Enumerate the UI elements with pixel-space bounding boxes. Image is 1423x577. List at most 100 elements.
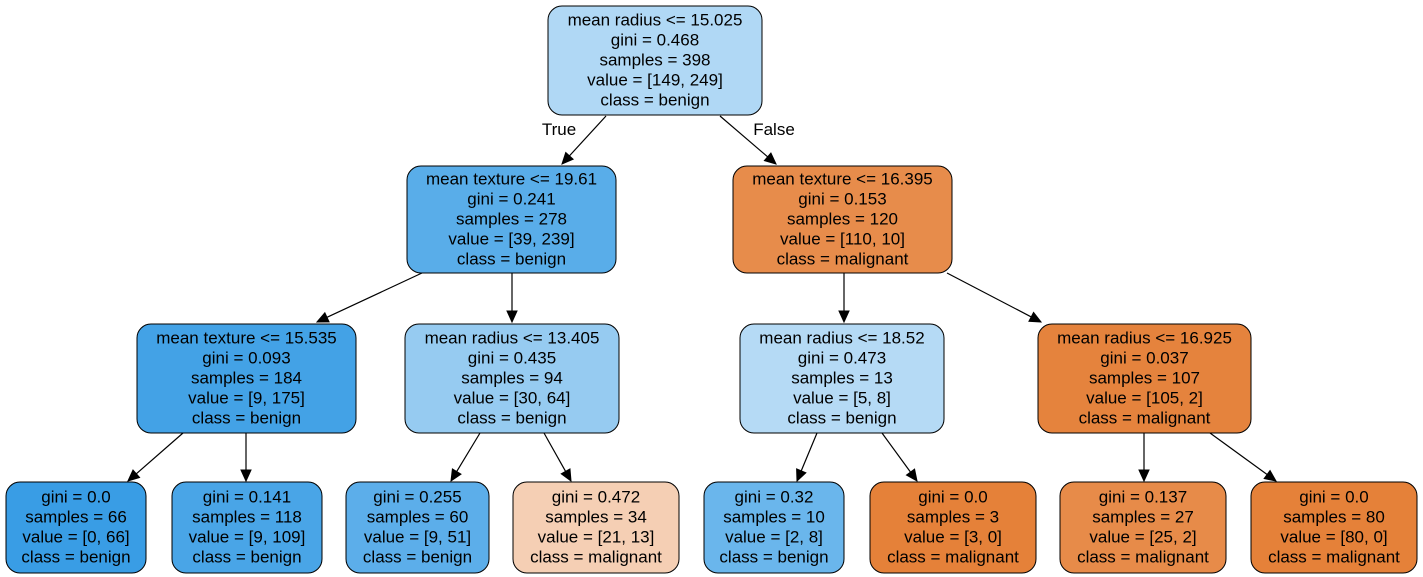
edge-n1-n4 bbox=[506, 273, 518, 324]
arrowhead-icon bbox=[506, 310, 518, 324]
edge-n1-n3 bbox=[315, 272, 423, 323]
node-text-line: class = benign bbox=[363, 548, 472, 567]
node-text-line: class = malignant bbox=[1079, 409, 1211, 428]
node-text-line: value = [9, 51] bbox=[364, 528, 471, 547]
node-text-line: class = benign bbox=[719, 548, 828, 567]
node-text-line: samples = 184 bbox=[191, 369, 302, 388]
node-text-line: samples = 10 bbox=[723, 508, 825, 527]
node-text-line: mean radius <= 16.925 bbox=[1057, 329, 1232, 348]
node-text-line: class = malignant bbox=[1077, 548, 1209, 567]
node-text-line: class = malignant bbox=[887, 548, 1019, 567]
edge-line bbox=[543, 432, 567, 472]
edge-n0-n2: False bbox=[719, 115, 795, 165]
node-text-line: gini = 0.093 bbox=[202, 349, 290, 368]
edge-label: False bbox=[753, 120, 795, 139]
arrowhead-icon bbox=[1028, 311, 1043, 323]
node-text-line: gini = 0.472 bbox=[552, 488, 640, 507]
node-box bbox=[732, 165, 953, 274]
arrowhead-icon bbox=[1263, 469, 1277, 482]
edge-n2-n6 bbox=[946, 272, 1043, 323]
node-text-line: value = [21, 13] bbox=[538, 528, 655, 547]
node-text-line: samples = 27 bbox=[1092, 508, 1194, 527]
node-text-line: samples = 80 bbox=[1283, 508, 1385, 527]
arrowhead-icon bbox=[127, 469, 141, 482]
node-text-line: mean radius <= 15.025 bbox=[568, 11, 743, 30]
node-text-line: value = [110, 10] bbox=[780, 230, 905, 249]
edge-line bbox=[326, 272, 423, 318]
edges-layer: True False bbox=[127, 115, 1277, 483]
node-text-line: class = benign bbox=[457, 409, 566, 428]
arrowhead-icon bbox=[315, 311, 330, 323]
node-text-line: gini = 0.32 bbox=[735, 488, 814, 507]
node-text-line: samples = 120 bbox=[787, 210, 898, 229]
edge-line bbox=[568, 115, 607, 157]
edge-line bbox=[456, 432, 481, 472]
node-text-line: gini = 0.0 bbox=[41, 488, 110, 507]
node-text-line: value = [9, 109] bbox=[189, 528, 306, 547]
node-text-line: value = [25, 2] bbox=[1089, 528, 1196, 547]
node-box bbox=[703, 481, 845, 574]
node-text-line: value = [5, 8] bbox=[793, 389, 891, 408]
node-box bbox=[869, 481, 1037, 574]
node-text-line: value = [0, 66] bbox=[22, 528, 129, 547]
node-box bbox=[1250, 481, 1418, 574]
node-text-line: gini = 0.0 bbox=[918, 488, 987, 507]
node-box bbox=[512, 481, 680, 574]
node-box bbox=[1037, 323, 1252, 434]
edge-n4-n10 bbox=[543, 432, 572, 483]
node-text-line: value = [80, 0] bbox=[1280, 528, 1387, 547]
node-text-line: gini = 0.468 bbox=[611, 31, 699, 50]
node-text-line: mean texture <= 16.395 bbox=[752, 170, 933, 189]
edge-n5-n12 bbox=[881, 432, 918, 482]
edge-n6-n14 bbox=[1209, 432, 1277, 482]
node-box bbox=[1059, 481, 1227, 574]
arrowhead-icon bbox=[905, 468, 918, 482]
arrowhead-icon bbox=[561, 151, 575, 165]
node-text-line: value = [39, 239] bbox=[448, 230, 574, 249]
node-text-line: value = [105, 2] bbox=[1086, 389, 1203, 408]
node-box bbox=[406, 165, 617, 274]
node-text-line: mean texture <= 19.61 bbox=[426, 170, 597, 189]
node-text-line: class = benign bbox=[787, 409, 896, 428]
edge-n0-n1: True bbox=[542, 115, 607, 165]
arrowhead-icon bbox=[240, 469, 252, 483]
edge-line bbox=[135, 432, 184, 475]
arrowhead-icon bbox=[838, 310, 850, 324]
edge-n3-n7 bbox=[127, 432, 184, 482]
node-text-line: samples = 94 bbox=[461, 369, 563, 388]
node-text-line: class = benign bbox=[192, 409, 301, 428]
node-text-line: value = [149, 249] bbox=[587, 71, 723, 90]
node-text-line: samples = 398 bbox=[599, 51, 710, 70]
edge-n2-n5 bbox=[838, 273, 850, 324]
node-box bbox=[345, 481, 490, 574]
node-text-line: samples = 13 bbox=[791, 369, 893, 388]
arrowhead-icon bbox=[450, 468, 462, 483]
node-text-line: gini = 0.241 bbox=[467, 190, 555, 209]
node-text-line: class = benign bbox=[600, 91, 709, 110]
edge-line bbox=[800, 432, 818, 472]
node-text-line: samples = 118 bbox=[192, 508, 302, 527]
node-text-line: gini = 0.435 bbox=[468, 349, 556, 368]
node-text-line: samples = 66 bbox=[25, 508, 127, 527]
node-text-line: value = [3, 0] bbox=[904, 528, 1002, 547]
node-text-line: value = [30, 64] bbox=[454, 389, 571, 408]
node-text-line: samples = 34 bbox=[545, 508, 647, 527]
edge-n6-n13 bbox=[1138, 433, 1150, 483]
node-box bbox=[171, 481, 323, 574]
node-box bbox=[547, 5, 763, 116]
node-text-line: gini = 0.141 bbox=[203, 488, 291, 507]
edge-n5-n11 bbox=[796, 432, 818, 483]
node-text-line: gini = 0.473 bbox=[798, 349, 886, 368]
node-box bbox=[404, 323, 620, 434]
edge-label: True bbox=[542, 120, 576, 139]
edge-line bbox=[881, 432, 912, 473]
